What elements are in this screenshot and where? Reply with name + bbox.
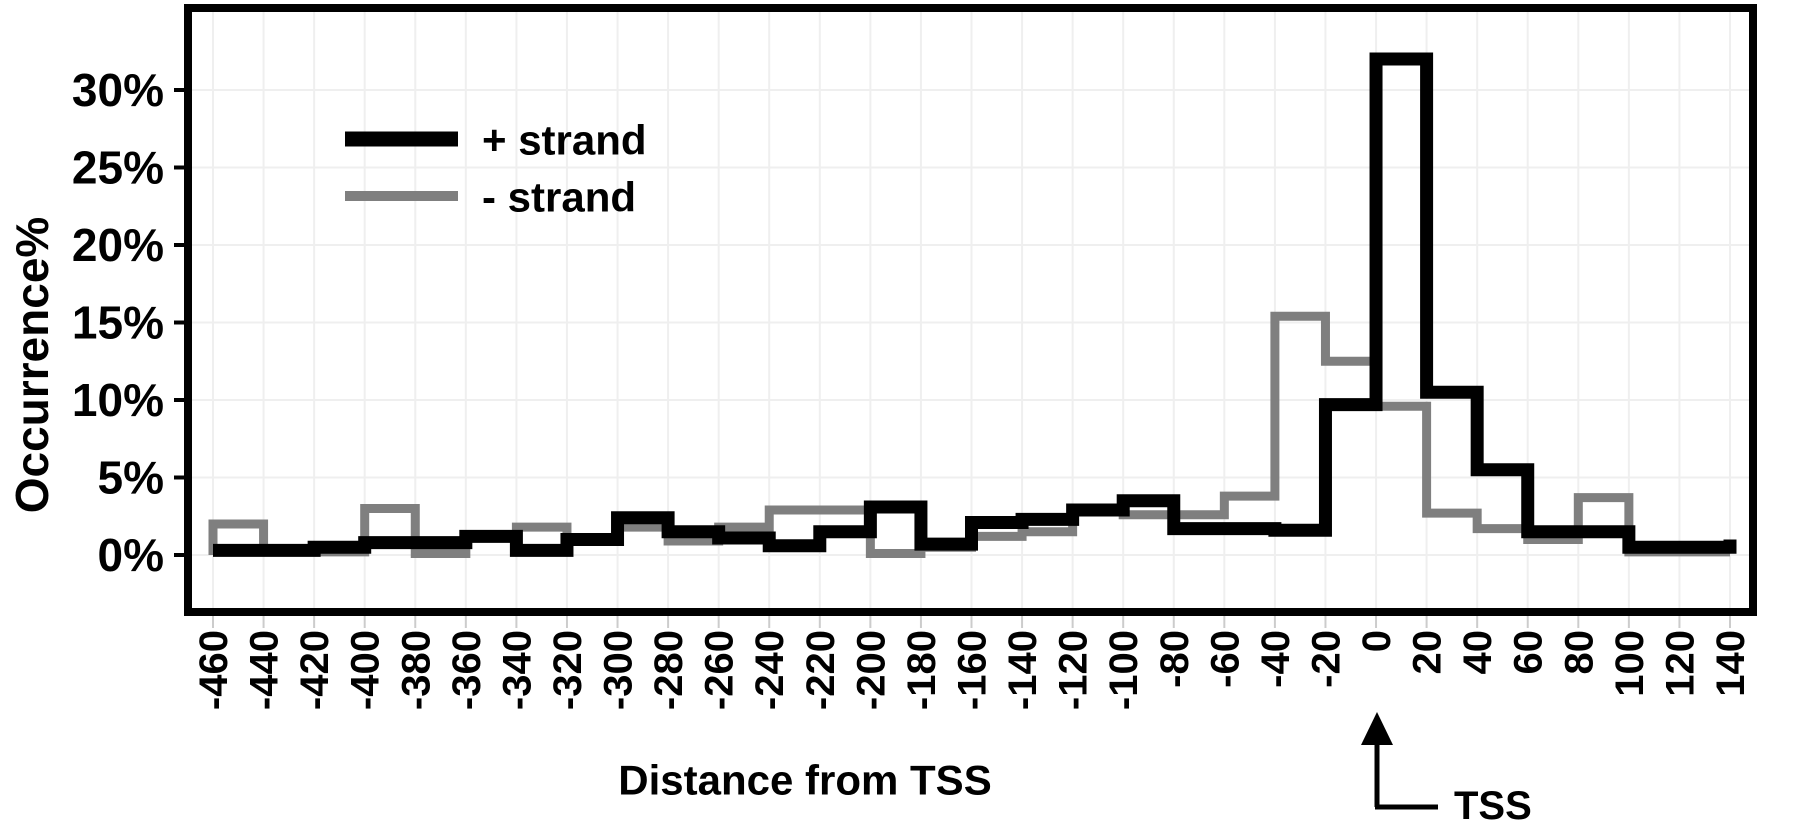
x-tick-label: -80 xyxy=(1153,630,1197,688)
x-tick-label: -160 xyxy=(951,630,995,710)
plot-border xyxy=(184,4,1757,616)
x-tick-label: -260 xyxy=(698,630,742,710)
x-tick-label: -360 xyxy=(445,630,489,710)
x-tick-label: -180 xyxy=(900,630,944,710)
x-axis-title: Distance from TSS xyxy=(618,757,991,804)
x-tick-label: 120 xyxy=(1658,630,1702,697)
x-tick-label: -20 xyxy=(1304,630,1348,688)
legend-plus-strand-label: + strand xyxy=(482,117,647,164)
tss-annotation-label: TSS xyxy=(1454,784,1532,824)
x-tick-label: 140 xyxy=(1709,630,1753,697)
x-tick-label: -200 xyxy=(849,630,893,710)
x-tick-label: 60 xyxy=(1507,630,1551,675)
y-tick-label: 20% xyxy=(72,219,164,271)
legend-minus-strand-label: - strand xyxy=(482,174,636,221)
y-tick-label: 0% xyxy=(98,529,164,581)
x-tick-label: -100 xyxy=(1102,630,1146,710)
x-tick-label: -340 xyxy=(495,630,539,710)
y-tick-label: 25% xyxy=(72,142,164,194)
tick-label-layer: 0%5%10%15%20%25%30%-460 -440 -420 -400 -380-… xyxy=(72,64,1753,710)
x-tick-label: -120 xyxy=(1052,630,1096,710)
x-tick-label: -400 xyxy=(344,630,388,710)
x-tick-label: 20 xyxy=(1406,630,1450,675)
x-tick-label: -460 xyxy=(192,630,236,710)
plus-strand-step-line xyxy=(213,52,1737,557)
x-tick-label: -60 xyxy=(1203,630,1247,688)
y-tick-label: 10% xyxy=(72,374,164,426)
x-tick-label: -220 xyxy=(799,630,843,710)
x-tick-label: -40 xyxy=(1254,630,1298,688)
x-tick-label: -240 xyxy=(748,630,792,710)
tss-arrow-head-icon xyxy=(1361,712,1393,745)
x-tick-label: -320 xyxy=(546,630,590,710)
x-tick-label: 0 xyxy=(1355,630,1399,652)
y-tick-label: 5% xyxy=(98,452,164,504)
legend: + strand - strand xyxy=(345,117,647,221)
x-tick-label: -280 xyxy=(647,630,691,710)
y-tick-label: 15% xyxy=(72,297,164,349)
y-axis-title: Occurrence% xyxy=(6,217,58,514)
x-tick-label: 80 xyxy=(1557,630,1601,675)
x-tick-label: -420 xyxy=(293,630,337,710)
tss-annotation: TSS xyxy=(1361,712,1532,824)
x-tick-label: -300 xyxy=(597,630,641,710)
x-tick-label: -440 xyxy=(243,630,287,710)
x-tick-label: 100 xyxy=(1608,630,1652,697)
x-tick-label: 40 xyxy=(1456,630,1500,675)
x-tick-label: -380 xyxy=(394,630,438,710)
x-tick-label: -140 xyxy=(1001,630,1045,710)
y-tick-label: 30% xyxy=(72,64,164,116)
